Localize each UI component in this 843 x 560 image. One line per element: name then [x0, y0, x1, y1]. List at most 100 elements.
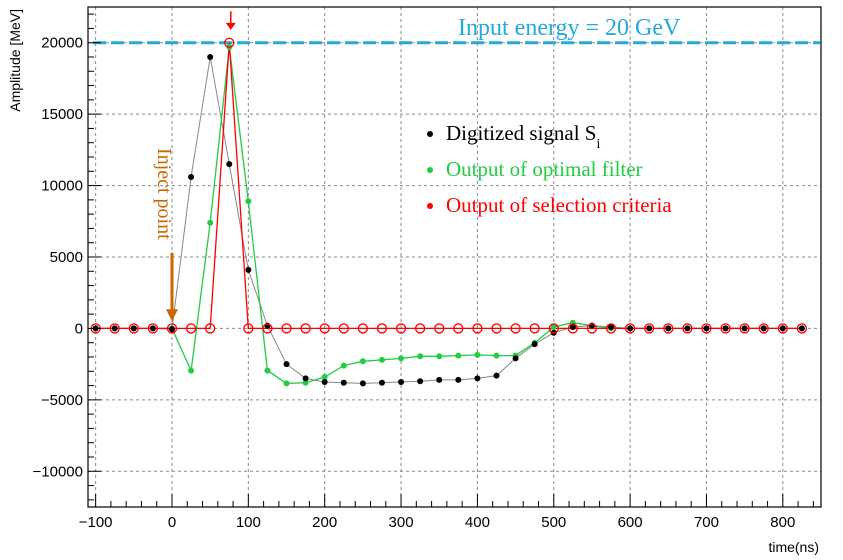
series-1-point [627, 325, 634, 332]
series-2-point [207, 219, 214, 226]
series-1-point [798, 325, 805, 332]
series-group [90, 37, 808, 387]
series-1-point [226, 161, 233, 168]
series-3-point [262, 323, 273, 334]
series-1-point [378, 379, 385, 386]
x-tick-label: 500 [541, 514, 566, 531]
x-tick-label: 600 [618, 514, 643, 531]
series-2-point [321, 374, 328, 380]
inject-arrow-head [165, 309, 178, 322]
series-1-point [779, 325, 786, 332]
y-tick-label: 5000 [50, 249, 83, 266]
series-3-point [510, 323, 521, 334]
series-1-point [436, 376, 443, 383]
series-line-3 [95, 42, 802, 330]
series-1-point [245, 266, 252, 273]
series-1-point [741, 325, 748, 332]
series-2-point [417, 353, 424, 360]
series-3-point [472, 323, 483, 334]
series-3-point [376, 323, 388, 334]
series-3-point [586, 323, 598, 334]
series-3-point [529, 323, 540, 334]
x-tick-label: 800 [770, 514, 795, 531]
series-3-point [300, 323, 311, 334]
series-3-point [434, 323, 445, 334]
reference-line-group: Input energy = 20 GeV [93, 15, 820, 45]
series-3-point [796, 323, 808, 334]
series-3-point [281, 323, 292, 334]
series-3-point [338, 323, 349, 334]
series-2-point [493, 352, 500, 359]
y-axis-title: Amplitude [MeV] [7, 9, 23, 112]
series-3-point [739, 323, 750, 334]
series-2-point [264, 367, 271, 374]
series-2-point [378, 356, 385, 363]
series-3-point [682, 323, 693, 334]
series-1-point [474, 375, 481, 382]
series-2-point [188, 367, 195, 374]
series-1-point [760, 325, 767, 332]
series-1-point [608, 324, 615, 330]
legend-label-3: Output of selection criteria [446, 193, 672, 217]
peak-arrow-head [225, 22, 236, 30]
y-tick-label: 0 [75, 320, 83, 337]
series-3-point [224, 37, 235, 48]
series-2-point [302, 379, 309, 386]
series-2-point [359, 358, 366, 365]
series-1-point [703, 325, 710, 332]
legend-marker-2 [427, 167, 433, 173]
series-3-point [147, 323, 159, 334]
series-1-point [168, 326, 175, 333]
series-3-point [109, 323, 120, 334]
series-3-point [605, 323, 617, 334]
series-1-point [722, 325, 729, 332]
series-1-point [111, 325, 118, 332]
x-axis: −100 0 100 200 300 400 500 600 700 800 time(ns) [79, 494, 819, 555]
series-1-point [646, 325, 653, 332]
y-tick-label: −10000 [33, 463, 83, 480]
x-tick-label: 100 [236, 514, 261, 531]
series-3-point [758, 323, 769, 334]
series-3-point [624, 323, 636, 334]
series-1-point [569, 324, 576, 330]
series-3-point [491, 323, 502, 334]
x-tick-label: 400 [465, 514, 490, 531]
series-2-point [245, 198, 252, 205]
series-3-point [128, 323, 139, 334]
series-1-point [321, 379, 328, 385]
series-3-point [701, 323, 712, 334]
reference-line-label: Input energy = 20 GeV [458, 15, 681, 41]
series-1-point [283, 361, 290, 368]
series-3-point [777, 323, 788, 334]
legend: Digitized signal Si Output of optimal fil… [427, 121, 672, 217]
series-2-point [550, 324, 557, 330]
series-3-point [357, 323, 369, 334]
annotations: Inject point [153, 11, 236, 322]
x-tick-label: 0 [168, 514, 176, 531]
x-tick-label: 200 [312, 514, 337, 531]
series-3-point [567, 323, 578, 334]
series-3-point [644, 323, 655, 334]
series-3-point [243, 323, 254, 334]
legend-marker-1 [427, 131, 433, 137]
x-tick-label: −100 [79, 514, 113, 531]
series-2-point [436, 353, 443, 360]
y-tick-label: 20000 [41, 35, 83, 52]
legend-label-1: Digitized signal Si [446, 121, 601, 152]
series-3-point [663, 323, 674, 334]
series-2-point [474, 351, 481, 358]
y-axis: −10000 −5000 0 5000 10000 15000 20000 Amplitude… [7, 9, 101, 501]
series-1-point [130, 325, 137, 332]
series-2-point [340, 362, 347, 369]
series-3-point [319, 323, 330, 334]
series-2-point [398, 355, 405, 362]
series-1-point [398, 379, 405, 385]
y-tick-label: −5000 [41, 392, 83, 409]
series-1-point [359, 380, 366, 387]
series-2-point [455, 352, 462, 359]
series-2-point [283, 380, 290, 387]
series-1-point [417, 378, 424, 385]
legend-label-2: Output of optimal filter [446, 157, 643, 181]
series-1-point [493, 372, 500, 379]
